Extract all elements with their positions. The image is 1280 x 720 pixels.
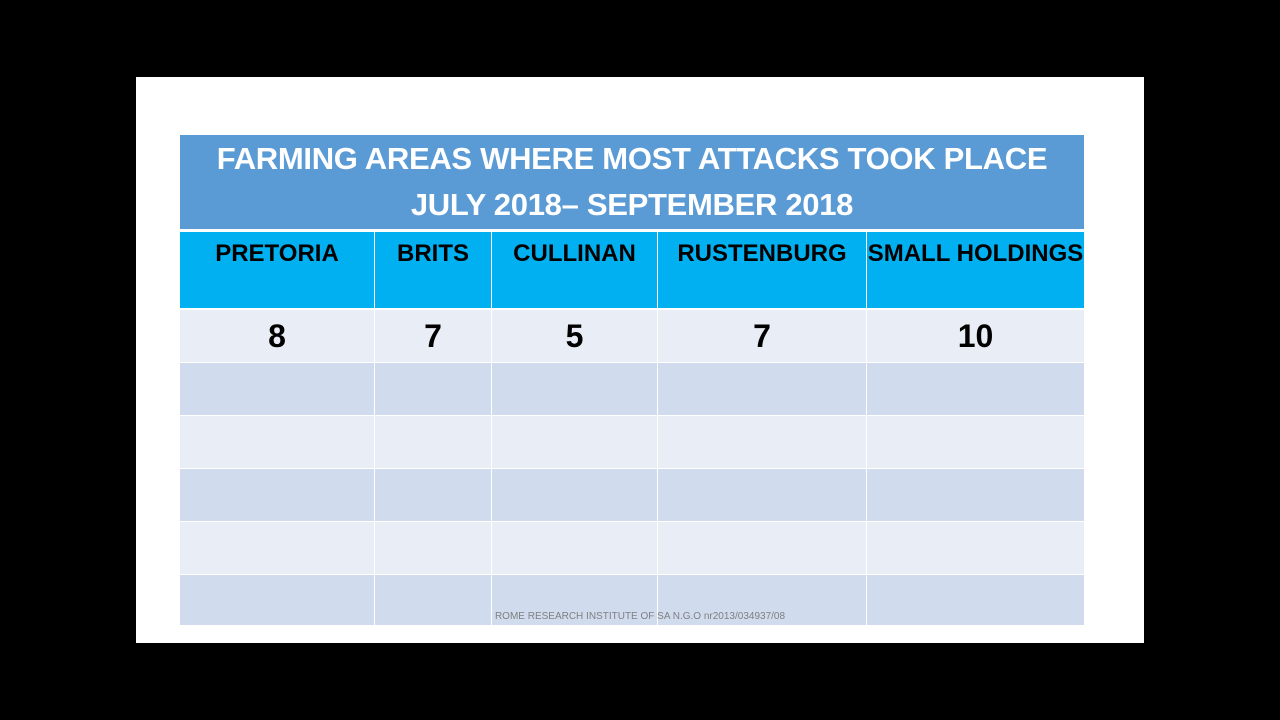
header-row: PRETORIA BRITS CULLINAN RUSTENBURG SMALL…	[180, 232, 1084, 310]
empty-cell	[867, 416, 1084, 468]
empty-row	[180, 575, 1084, 625]
value-brits: 7	[375, 310, 492, 362]
header-small-holdings: SMALL HOLDINGS	[867, 240, 1084, 267]
empty-cell	[180, 575, 375, 625]
empty-cell	[375, 575, 492, 625]
empty-cell	[867, 469, 1084, 521]
empty-cell	[492, 363, 658, 415]
value-rustenburg: 7	[658, 310, 867, 362]
header-brits: BRITS	[375, 232, 492, 308]
header-rustenburg: RUSTENBURG	[658, 232, 867, 308]
empty-cell	[658, 575, 867, 625]
title-line-1: FARMING AREAS WHERE MOST ATTACKS TOOK PL…	[216, 141, 1048, 176]
value-pretoria: 8	[180, 310, 375, 362]
empty-cell	[375, 469, 492, 521]
empty-row	[180, 416, 1084, 469]
header-pretoria: PRETORIA	[180, 232, 375, 308]
empty-cell	[375, 416, 492, 468]
title-line-2: JULY 2018– SEPTEMBER 2018	[410, 187, 854, 222]
empty-row	[180, 469, 1084, 522]
empty-cell	[867, 522, 1084, 574]
footer-credit: ROME RESEARCH INSTITUTE OF SA N.G.O nr20…	[494, 611, 786, 622]
slide: FARMING AREAS WHERE MOST ATTACKS TOOK PL…	[136, 77, 1144, 643]
empty-row	[180, 522, 1084, 575]
attacks-table: FARMING AREAS WHERE MOST ATTACKS TOOK PL…	[180, 135, 1084, 625]
empty-cell	[658, 469, 867, 521]
empty-cell	[375, 522, 492, 574]
empty-cell	[658, 416, 867, 468]
empty-cell	[375, 363, 492, 415]
empty-row	[180, 363, 1084, 416]
empty-cell	[492, 416, 658, 468]
empty-cell	[180, 469, 375, 521]
table-title: FARMING AREAS WHERE MOST ATTACKS TOOK PL…	[180, 135, 1084, 232]
empty-cell	[492, 469, 658, 521]
values-row: 8 7 5 7 10	[180, 310, 1084, 363]
empty-cell	[867, 363, 1084, 415]
empty-cell	[180, 522, 375, 574]
value-cullinan: 5	[492, 310, 658, 362]
empty-cell	[492, 522, 658, 574]
empty-cell	[658, 522, 867, 574]
value-small-holdings: 10	[957, 318, 994, 354]
empty-cell	[180, 416, 375, 468]
empty-cell	[658, 363, 867, 415]
empty-cell	[180, 363, 375, 415]
header-cullinan: CULLINAN	[492, 232, 658, 308]
empty-cell	[492, 575, 658, 625]
